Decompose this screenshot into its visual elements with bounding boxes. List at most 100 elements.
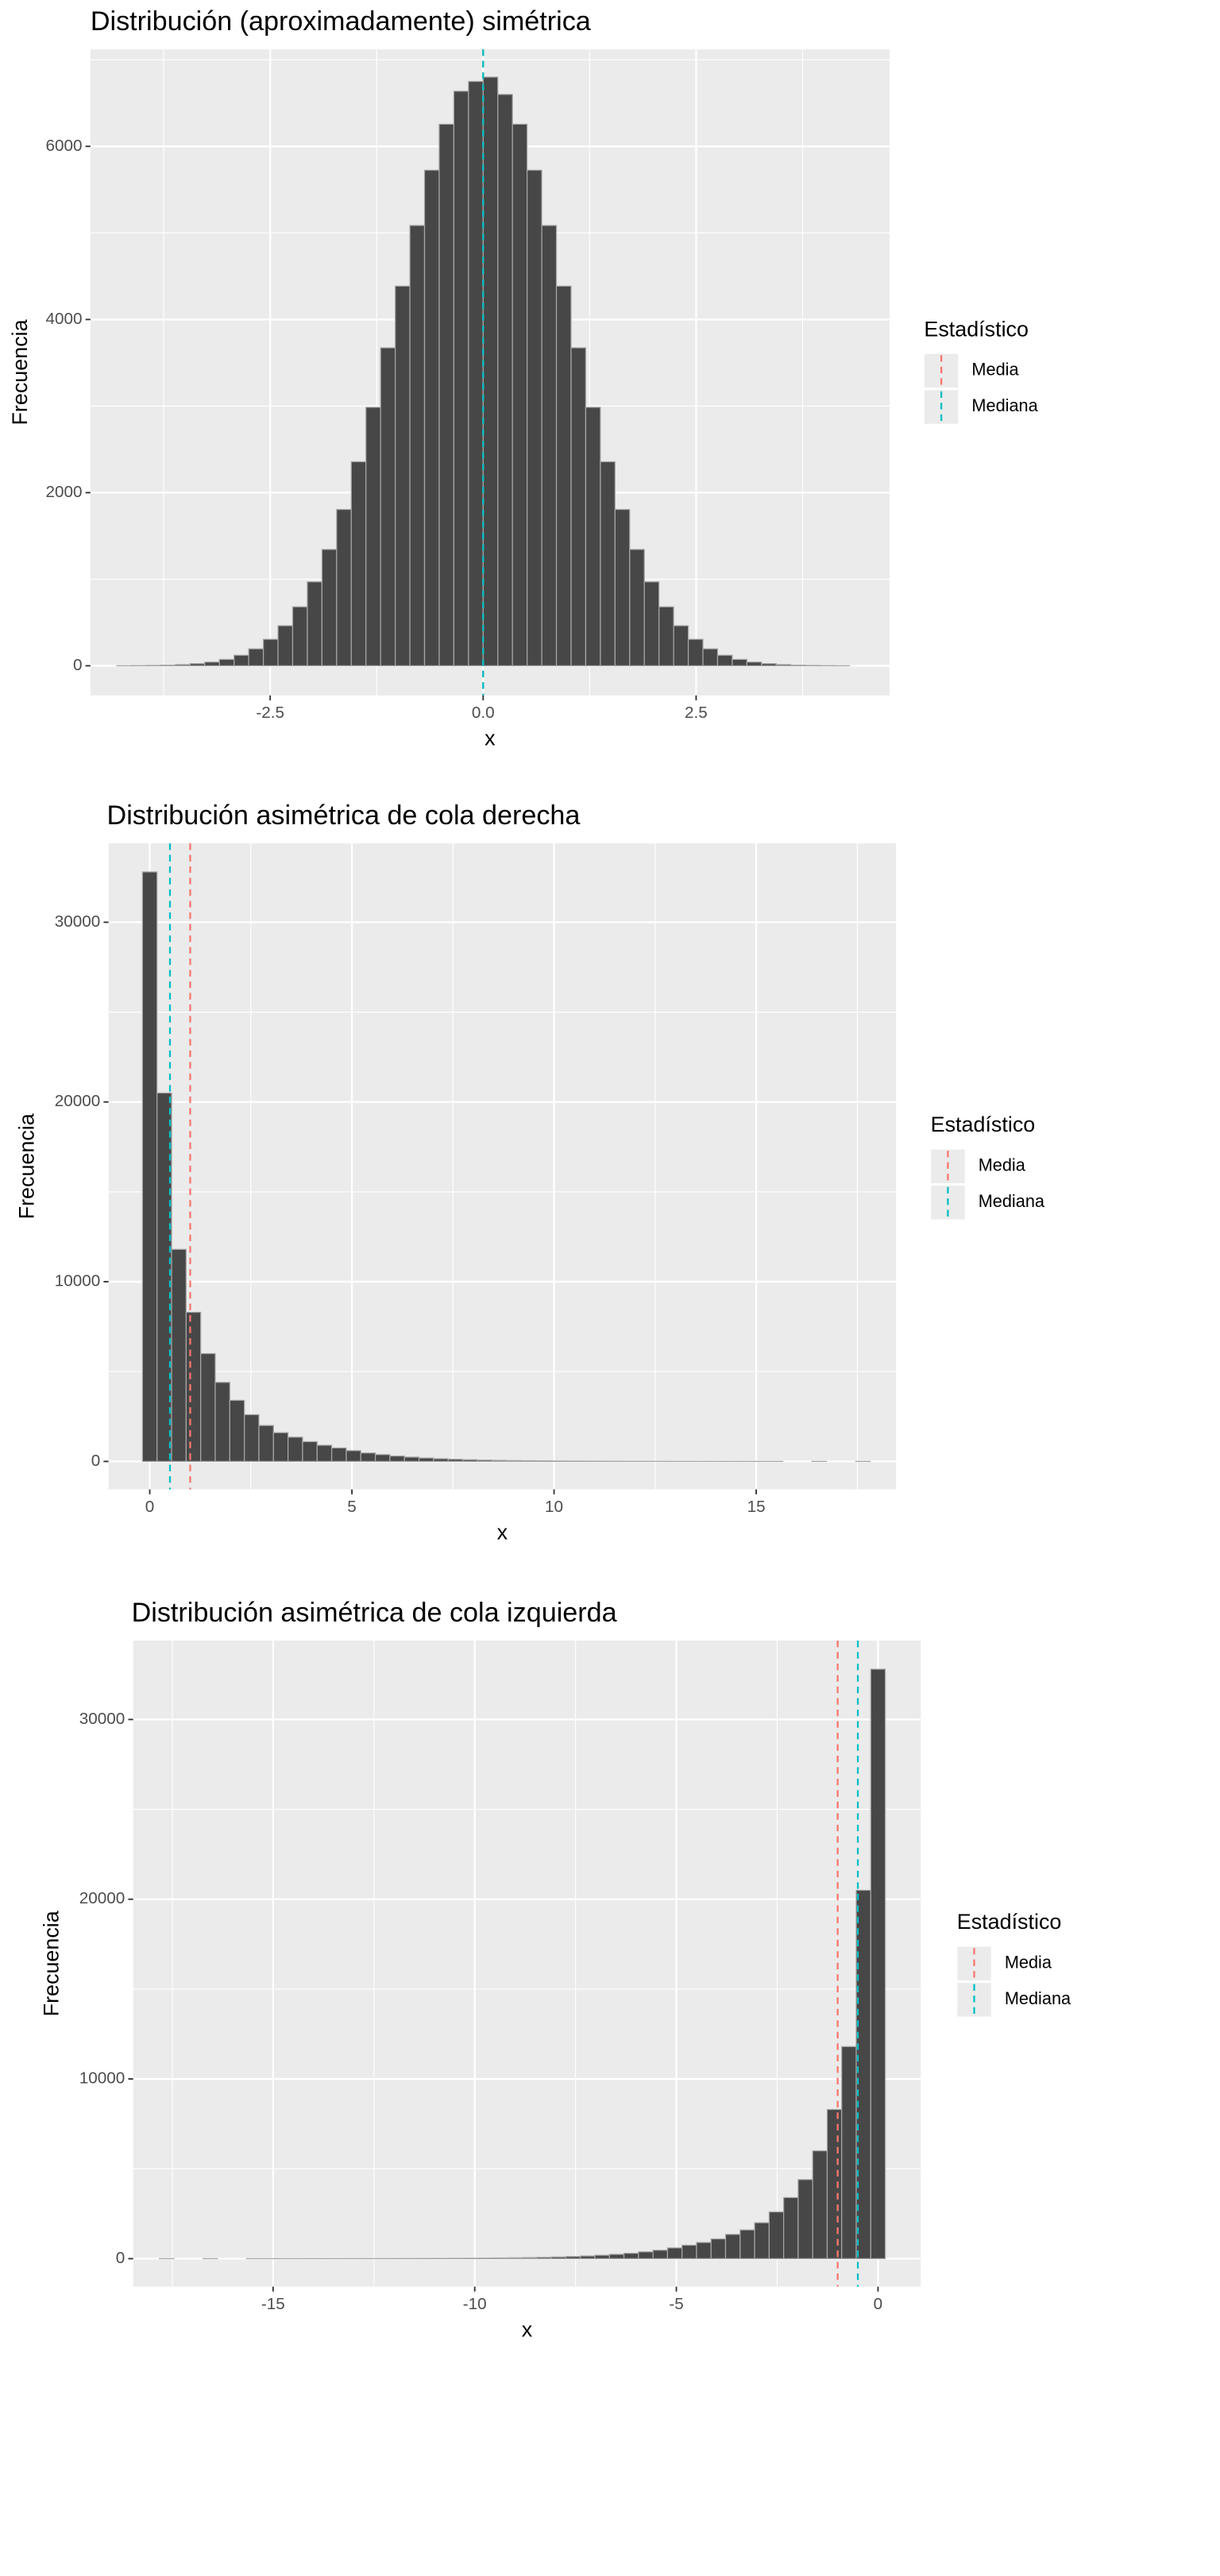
bar [350, 461, 367, 667]
bar [585, 407, 601, 667]
bar [160, 665, 176, 667]
legend-title: Estadístico [957, 1910, 1062, 1934]
bar [555, 285, 572, 667]
bar [374, 1454, 391, 1463]
bar [302, 1440, 318, 1463]
x-tick-label: 0.0 [472, 704, 495, 722]
x-axis-title: x [485, 727, 496, 750]
bar [497, 94, 513, 667]
bar [549, 1460, 566, 1463]
y-axis-title: Frecuencia [39, 1911, 63, 2016]
bar [492, 2257, 508, 2260]
bar [141, 871, 158, 1463]
bar [754, 2222, 770, 2260]
bar [262, 638, 279, 667]
bar [394, 285, 411, 667]
bar [681, 2244, 697, 2260]
bar [520, 1460, 536, 1463]
bar [623, 2252, 639, 2260]
bar [761, 663, 777, 667]
x-tick-label: 2.5 [685, 704, 708, 722]
legend-label: Mediana [979, 1191, 1045, 1211]
bar [527, 169, 542, 667]
bar [739, 2229, 755, 2260]
bar [321, 549, 338, 667]
bar [468, 80, 484, 667]
y-tick-label: 6000 [45, 137, 82, 155]
legend-label: Media [971, 360, 1019, 380]
bar [477, 1460, 492, 1463]
bar [535, 1460, 551, 1463]
bar [258, 1425, 274, 1463]
bar [687, 638, 704, 667]
legend-label: Media [1005, 1953, 1052, 1972]
bar [453, 91, 469, 667]
bar [536, 2257, 552, 2260]
bar [200, 1352, 216, 1463]
bar [797, 2179, 813, 2260]
chart-title: Distribución asimétrica de cola izquierd… [132, 1598, 617, 1628]
bar [291, 606, 308, 667]
bar [478, 2258, 494, 2260]
bar [783, 2196, 799, 2260]
bar [272, 1432, 289, 1463]
bar [580, 2255, 596, 2260]
y-tick-label: 2000 [45, 483, 82, 501]
bar [716, 654, 733, 667]
bar [600, 461, 616, 667]
bar [710, 2238, 727, 2260]
bar [248, 648, 264, 667]
bar [570, 347, 587, 667]
panel-background [108, 843, 897, 1490]
bar [316, 1444, 333, 1463]
bar [171, 1248, 187, 1463]
bar [214, 1382, 230, 1463]
bar [360, 1452, 376, 1463]
bar [463, 2258, 480, 2260]
bar [307, 581, 322, 667]
bar [652, 2250, 669, 2260]
legend-label: Media [979, 1155, 1026, 1175]
bar [746, 661, 762, 667]
y-tick-label: 4000 [45, 310, 82, 328]
bar [673, 625, 689, 667]
y-tick-label: 20000 [79, 1889, 125, 1907]
y-tick-label: 20000 [55, 1092, 101, 1110]
bar [288, 1436, 303, 1463]
bar [482, 76, 499, 667]
bar [512, 123, 528, 667]
bar [666, 2247, 683, 2260]
bar [505, 1460, 522, 1463]
y-tick-label: 10000 [55, 1272, 101, 1290]
bar [775, 664, 792, 667]
x-tick-label: -5 [669, 2295, 683, 2313]
bar [234, 654, 249, 667]
bar [380, 347, 396, 667]
y-tick-label: 30000 [79, 1710, 125, 1728]
bar [336, 508, 352, 667]
chart-title: Distribución (aproximadamente) simétrica [91, 6, 591, 37]
bar [594, 2254, 610, 2260]
x-tick-label: 10 [545, 1498, 563, 1516]
bar [229, 1399, 245, 1463]
x-tick-label: 5 [347, 1498, 357, 1516]
bar [491, 1460, 508, 1463]
x-axis-title: x [522, 2318, 533, 2342]
legend-label: Mediana [1005, 1988, 1071, 2008]
legend-label: Mediana [971, 395, 1038, 415]
bar [550, 2256, 567, 2260]
bar [346, 1450, 361, 1463]
x-tick-label: 0 [145, 1498, 155, 1516]
bar [702, 648, 719, 667]
bar [870, 1668, 886, 2260]
x-tick-label: -2.5 [256, 704, 284, 722]
bar [389, 1455, 405, 1463]
bar [438, 123, 455, 667]
bar [643, 581, 660, 667]
legend-title: Estadístico [931, 1113, 1036, 1136]
bar [732, 658, 747, 667]
bar [565, 2256, 581, 2260]
bar [461, 1459, 478, 1463]
